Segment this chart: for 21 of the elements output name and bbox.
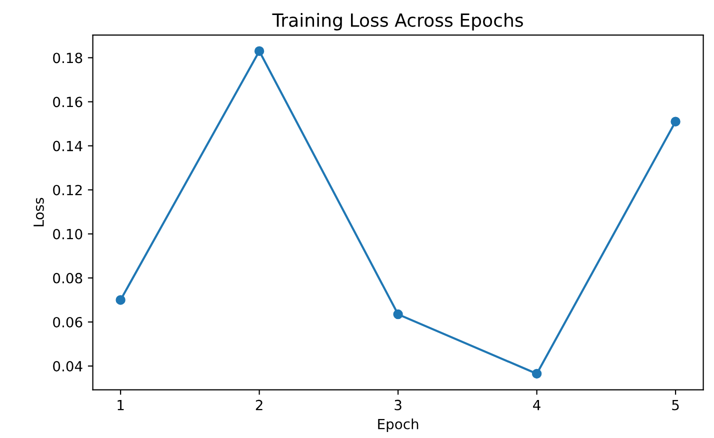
x-tick-label: 2 — [256, 400, 262, 410]
point — [393, 309, 403, 320]
y-tick-label: 0.04 — [53, 361, 82, 372]
chart-title: Training Loss Across Epochs — [272, 12, 523, 30]
x-tick-label: 1 — [118, 400, 124, 410]
x-tick-label: 3 — [394, 400, 402, 410]
y-tick-label: 0.08 — [53, 272, 82, 284]
y-tick-label: 0.16 — [53, 96, 82, 108]
x-axis-title: Epoch — [378, 418, 418, 432]
point — [116, 295, 126, 305]
y-tick-label: 0.06 — [53, 316, 82, 328]
y-tick-label: 0.12 — [53, 184, 82, 196]
point — [532, 368, 542, 379]
y-tick-label: 0.14 — [53, 140, 82, 152]
y-tick-label: 0.10 — [53, 228, 82, 240]
y-tick-label: 0.18 — [53, 52, 82, 64]
point — [670, 116, 680, 126]
point — [254, 46, 264, 56]
x-tick-label: 5 — [672, 400, 679, 410]
y-axis-title: Loss — [34, 198, 44, 226]
x-tick-label: 4 — [533, 400, 540, 410]
